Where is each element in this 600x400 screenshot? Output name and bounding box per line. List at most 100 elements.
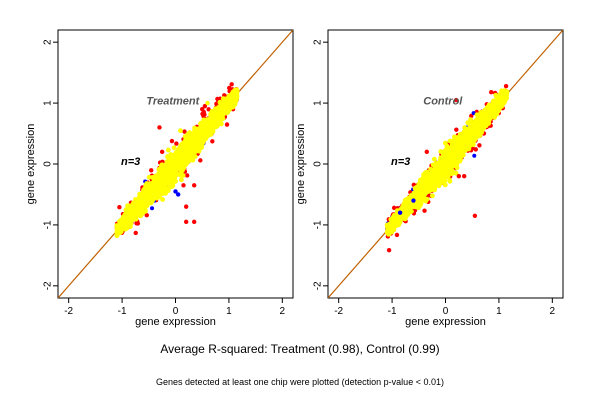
- x-tick-label: -2: [64, 306, 73, 317]
- data-point-red: [503, 83, 509, 89]
- data-point-red: [117, 204, 122, 210]
- data-point: [176, 162, 182, 168]
- x-tick-label: 2: [280, 306, 286, 317]
- data-point: [175, 154, 181, 160]
- data-point: [418, 178, 423, 184]
- data-point: [436, 183, 442, 189]
- data-point: [182, 140, 188, 145]
- data-point: [139, 198, 145, 204]
- data-point: [404, 201, 410, 206]
- data-point: [417, 188, 423, 194]
- data-point: [474, 112, 480, 118]
- y-tick-label: -2: [43, 281, 54, 290]
- data-point: [480, 114, 486, 120]
- data-point: [470, 135, 476, 140]
- data-point: [203, 125, 209, 131]
- data-point: [176, 149, 182, 155]
- data-point: [178, 128, 183, 134]
- y-tick-label: 0: [43, 161, 54, 167]
- data-point: [462, 125, 468, 131]
- data-point: [402, 213, 408, 218]
- data-point-red: [169, 138, 175, 144]
- data-point-red: [229, 82, 234, 87]
- data-point-red: [422, 208, 427, 213]
- data-point: [169, 167, 175, 173]
- data-point: [229, 99, 235, 104]
- data-point: [438, 164, 443, 170]
- data-point: [433, 161, 439, 167]
- data-point: [171, 174, 177, 180]
- data-point: [159, 188, 164, 194]
- data-point: [232, 87, 238, 93]
- data-point: [185, 132, 191, 137]
- data-point: [146, 195, 152, 201]
- data-point: [210, 129, 216, 134]
- data-point: [432, 179, 438, 185]
- y-axis-label: gene expression: [25, 124, 37, 205]
- panel-annotation-title: Treatment: [146, 95, 200, 107]
- data-point: [123, 214, 128, 219]
- data-point-red: [224, 122, 230, 127]
- data-point: [176, 166, 182, 172]
- data-point: [478, 110, 484, 115]
- outlier-point: [175, 192, 181, 197]
- data-point: [209, 110, 215, 116]
- data-point: [165, 147, 171, 153]
- data-point: [178, 177, 184, 183]
- data-point: [431, 175, 437, 181]
- data-point: [432, 187, 437, 193]
- data-point: [462, 135, 468, 141]
- data-point: [149, 198, 155, 204]
- data-point: [428, 183, 434, 189]
- data-point-blue: [472, 153, 477, 158]
- data-point: [173, 170, 179, 176]
- data-point: [449, 159, 455, 165]
- data-point: [447, 178, 453, 184]
- outlier-point: [205, 100, 210, 106]
- data-point: [218, 121, 224, 127]
- data-point: [137, 205, 142, 211]
- data-point: [437, 159, 443, 165]
- data-point: [395, 219, 400, 225]
- y-tick-label: 1: [43, 100, 54, 106]
- outlier-point: [159, 149, 165, 155]
- data-point: [159, 178, 165, 184]
- data-point: [141, 188, 146, 194]
- outlier-point: [173, 189, 178, 194]
- data-point-red: [184, 173, 190, 178]
- data-point-red: [206, 107, 211, 112]
- data-point: [422, 182, 427, 188]
- data-point-red: [477, 143, 482, 148]
- data-point-blue: [471, 111, 476, 116]
- data-point: [192, 154, 198, 159]
- data-point-red: [198, 158, 203, 163]
- data-point-red: [391, 205, 397, 211]
- data-point: [169, 171, 175, 177]
- data-point: [165, 154, 170, 159]
- data-point: [168, 180, 174, 186]
- data-point: [163, 190, 168, 196]
- data-point: [416, 205, 421, 211]
- x-tick-label: 1: [226, 306, 232, 317]
- data-point: [160, 197, 166, 202]
- data-point: [187, 145, 193, 151]
- data-point-red: [215, 96, 220, 102]
- data-point: [467, 123, 473, 129]
- data-point: [184, 155, 190, 161]
- data-point: [138, 209, 144, 215]
- data-point-red: [469, 113, 474, 119]
- data-point: [181, 146, 186, 152]
- data-point: [170, 157, 175, 162]
- data-point: [429, 193, 435, 199]
- data-point: [454, 165, 460, 171]
- data-point: [155, 192, 161, 198]
- data-point: [119, 222, 124, 228]
- data-point: [461, 145, 467, 151]
- data-point: [190, 157, 196, 163]
- data-point: [222, 106, 228, 112]
- data-point: [127, 224, 133, 229]
- data-point: [453, 170, 459, 176]
- outlier-point: [181, 183, 186, 188]
